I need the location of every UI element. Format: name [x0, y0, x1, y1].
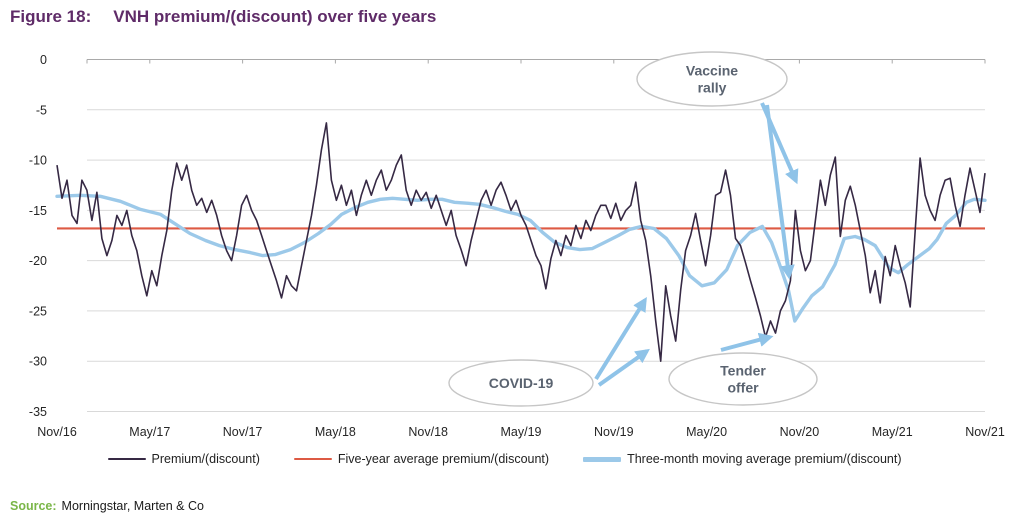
source-text: Morningstar, Marten & Co — [61, 499, 204, 513]
figure-title: VNH premium/(discount) over five years — [113, 7, 437, 26]
y-tick-label: -5 — [36, 103, 47, 117]
y-tick-label: -10 — [29, 154, 47, 168]
vaccine-rally-ellipse — [636, 51, 788, 107]
average-line-swatch — [293, 457, 332, 461]
x-tick-label: Nov/16 — [37, 425, 77, 439]
legend-label-moving-average: Three-month moving average premium/(disc… — [627, 452, 902, 466]
covid-19-ellipse — [448, 359, 594, 407]
figure-label: Figure 18: — [10, 7, 92, 26]
y-tick-label: -20 — [29, 254, 47, 268]
x-tick-label: May/17 — [129, 425, 170, 439]
legend-label-five-year-average: Five-year average premium/(discount) — [337, 452, 550, 466]
covid-19-arrow — [597, 348, 650, 387]
x-tick-label: May/18 — [315, 425, 356, 439]
x-tick-label: Nov/20 — [780, 425, 820, 439]
y-tick-label: -25 — [29, 304, 47, 318]
moving-average-line — [55, 193, 987, 323]
x-tick-label: May/20 — [686, 425, 727, 439]
tender-offer-label: Tender — [720, 363, 766, 379]
legend-item-premium: Premium/(discount) — [107, 452, 260, 466]
x-tick-label: May/21 — [872, 425, 913, 439]
premium-discount-line — [56, 122, 986, 363]
chart-canvas: 0 -5 -10 -15 -20 -25 -30 -35 Nov/16 May/17 Nov/17 M… — [29, 51, 1005, 439]
legend-item-five-year-average: Five-year average premium/(discount) — [293, 452, 550, 466]
x-tick-label: Nov/19 — [594, 425, 634, 439]
vaccine-rally-arrow — [765, 104, 795, 280]
tender-offer-ellipse — [668, 352, 818, 406]
chart-legend: Premium/(discount) Five-year average pre… — [0, 452, 1009, 466]
y-tick-label: -35 — [29, 405, 47, 419]
vaccine-rally-label: Vaccine — [686, 63, 738, 79]
x-tick-label: Nov/21 — [965, 425, 1005, 439]
tender-offer-arrow — [720, 332, 774, 352]
x-tick-label: Nov/18 — [408, 425, 448, 439]
y-tick-label: -15 — [29, 204, 47, 218]
y-tick-label: -30 — [29, 355, 47, 369]
covid-19-arrow — [594, 296, 647, 381]
figure-title-row: Figure 18: VNH premium/(discount) over fi… — [10, 7, 436, 27]
legend-item-moving-average: Three-month moving average premium/(disc… — [583, 452, 902, 466]
source-row: Source: Morningstar, Marten & Co — [10, 499, 204, 513]
moving-average-line-swatch — [583, 456, 622, 462]
x-tick-label: Nov/17 — [223, 425, 263, 439]
covid-19-label: COVID-19 — [489, 375, 554, 391]
y-tick-label: 0 — [40, 53, 47, 67]
tender-offer-label: offer — [727, 380, 759, 396]
legend-label-premium: Premium/(discount) — [151, 452, 260, 466]
x-tick-label: May/19 — [501, 425, 542, 439]
premium-line-swatch — [107, 457, 146, 461]
vaccine-rally-label: rally — [698, 80, 727, 96]
source-label: Source: — [10, 499, 57, 513]
